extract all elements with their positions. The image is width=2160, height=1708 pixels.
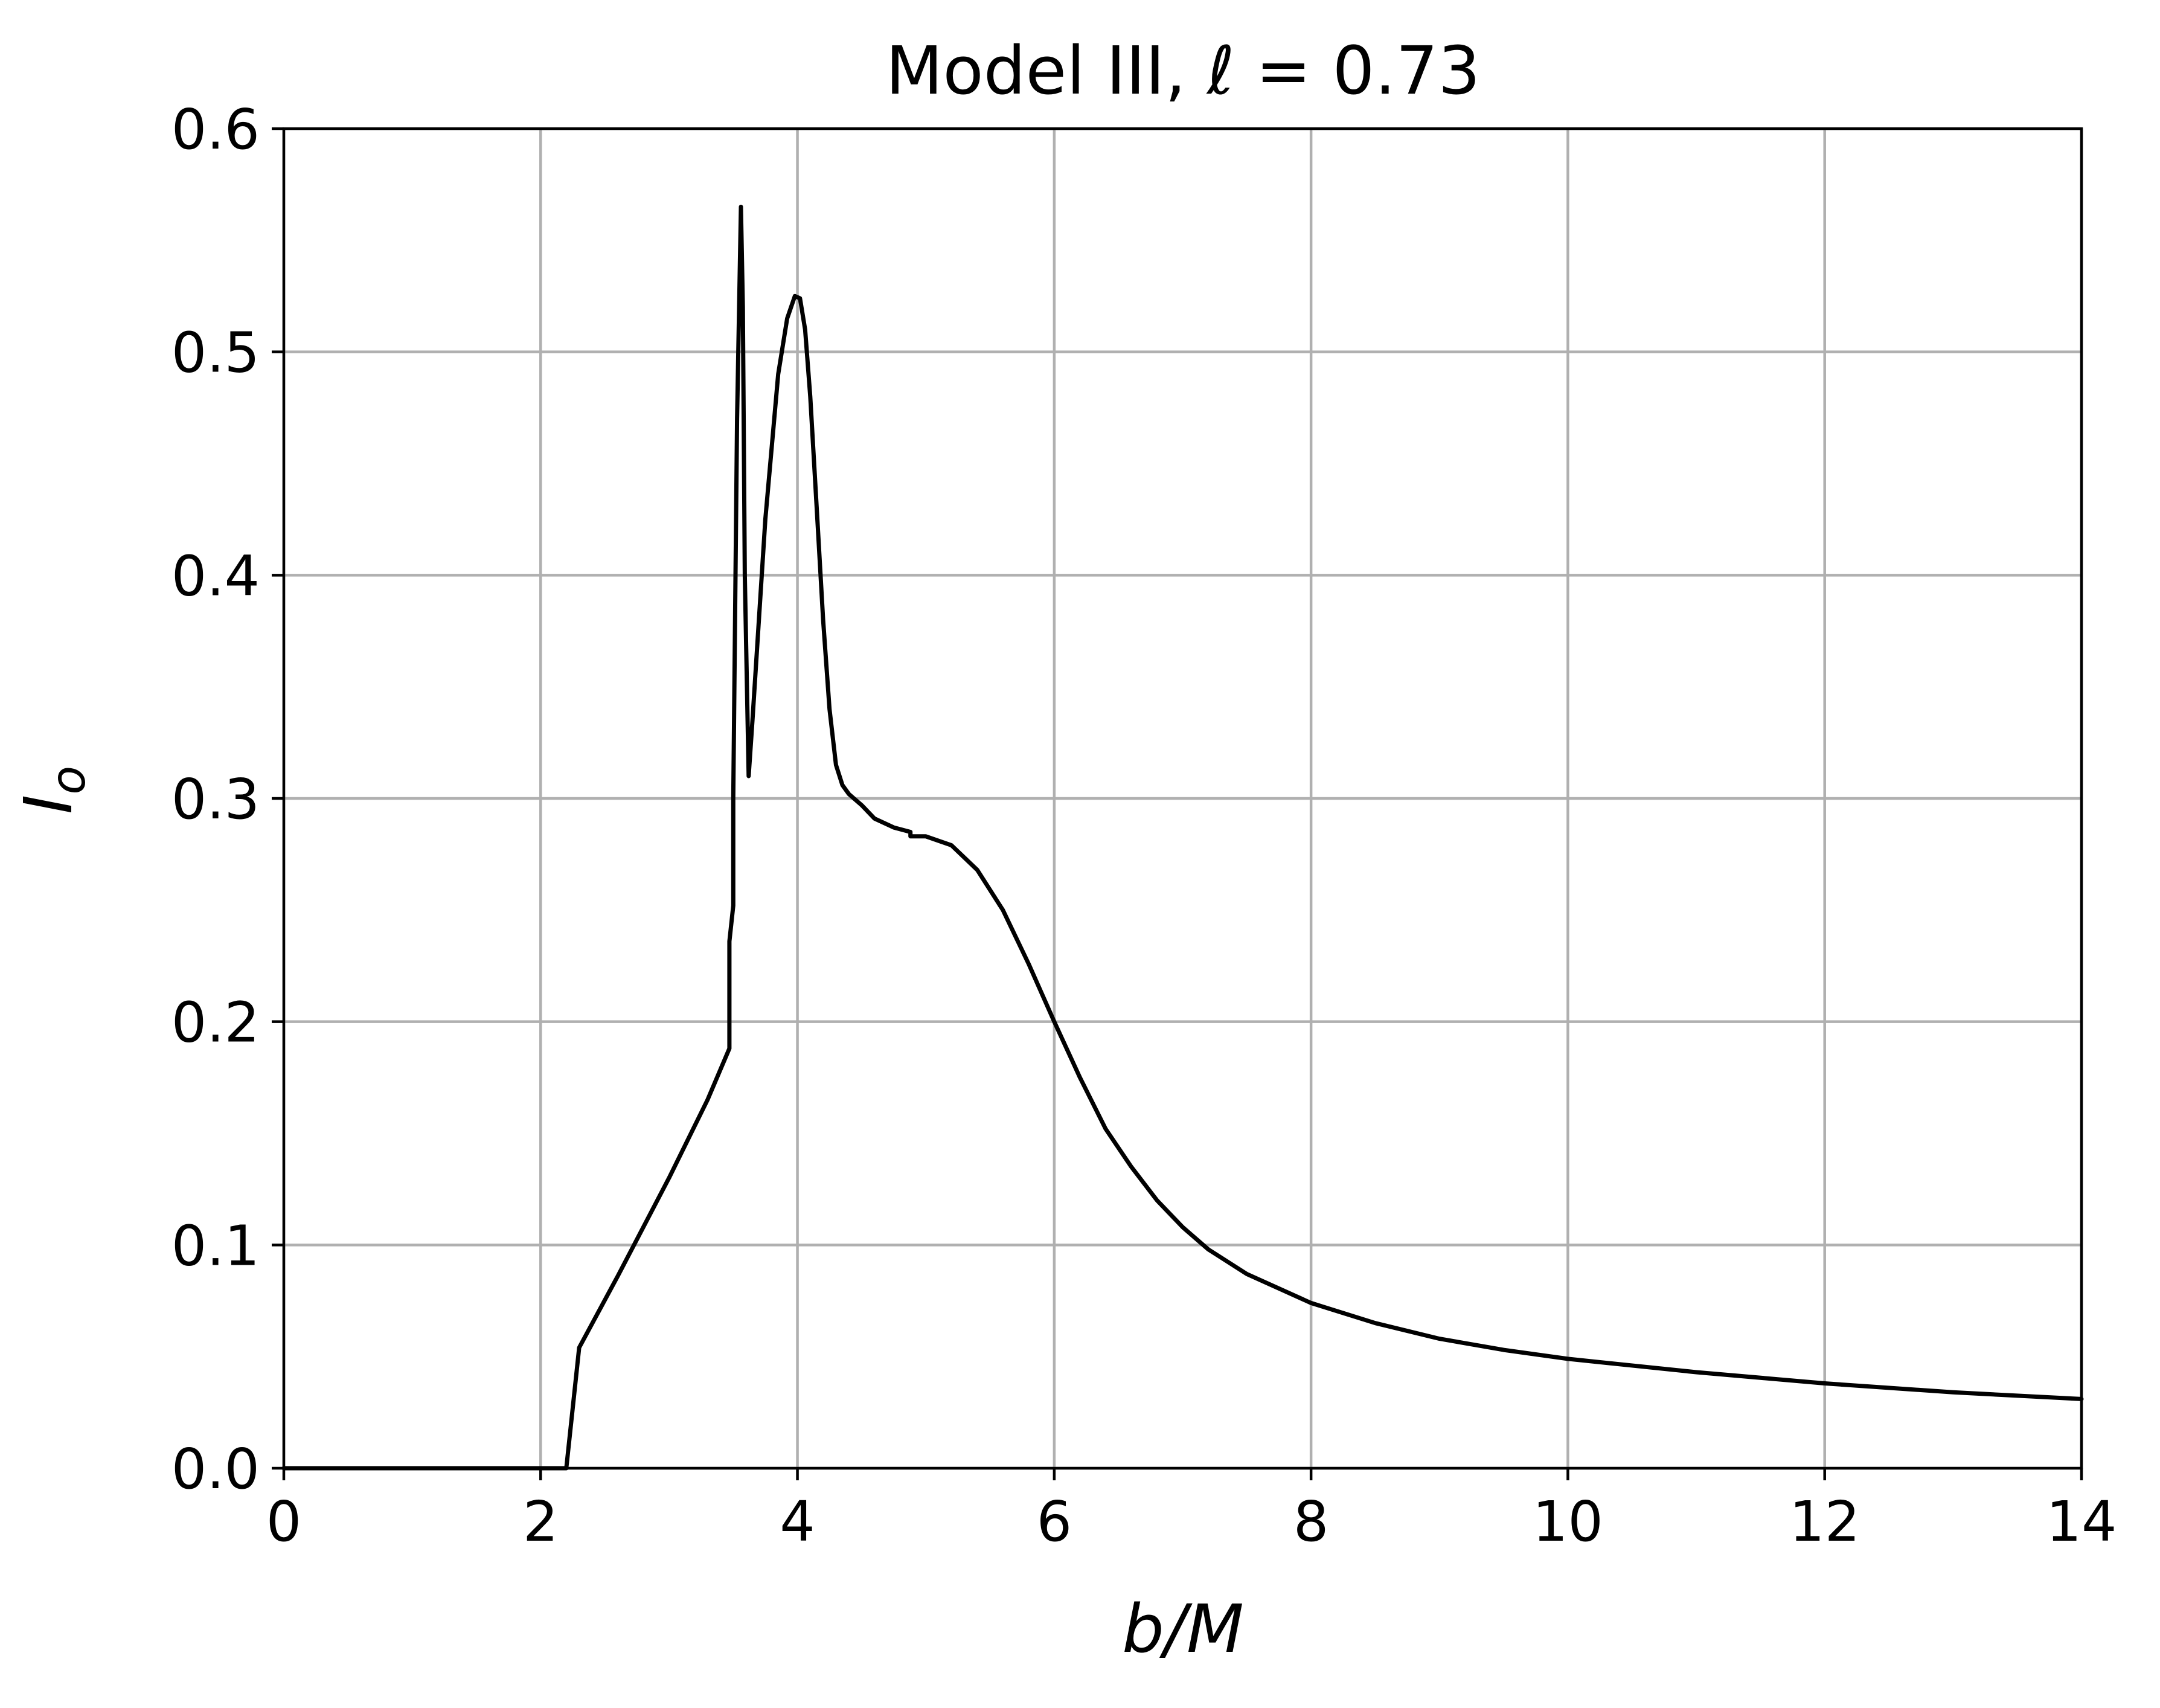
svg-text:Io: Io [10, 766, 96, 814]
x-tick-label: 0 [266, 1489, 302, 1554]
y-tick-label: 0.0 [171, 1437, 260, 1501]
y-tick-label: 0.4 [171, 544, 260, 608]
x-tick-label: 6 [1037, 1489, 1072, 1554]
x-tick-label: 12 [1789, 1489, 1860, 1554]
grid [282, 127, 2083, 1470]
y-tick-label: 0.6 [171, 97, 260, 162]
y-axis-label-subscript: o [42, 766, 96, 795]
y-tick-label: 0.2 [171, 990, 260, 1055]
x-axis-label: b/M [1122, 1590, 1244, 1668]
y-axis-label: Io [10, 766, 96, 814]
ticks: 0 2 4 6 8 10 12 14 0.0 0.1 0.2 0.3 0.4 0.5 0.6 [171, 97, 2117, 1554]
chart-title: Model III, ℓ = 0.73 [886, 32, 1481, 109]
x-tick-label: 4 [780, 1489, 815, 1554]
y-axis-label-main: I [10, 795, 87, 814]
y-tick-label: 0.3 [171, 767, 260, 832]
y-tick-label: 0.5 [171, 321, 260, 385]
y-tick-label: 0.1 [171, 1213, 260, 1278]
series-line [281, 204, 2084, 1471]
x-tick-label: 14 [2046, 1489, 2117, 1554]
x-tick-label: 8 [1293, 1489, 1329, 1554]
x-tick-label: 2 [523, 1489, 559, 1554]
x-tick-label: 10 [1533, 1489, 1603, 1554]
series-layer [281, 204, 2084, 1471]
